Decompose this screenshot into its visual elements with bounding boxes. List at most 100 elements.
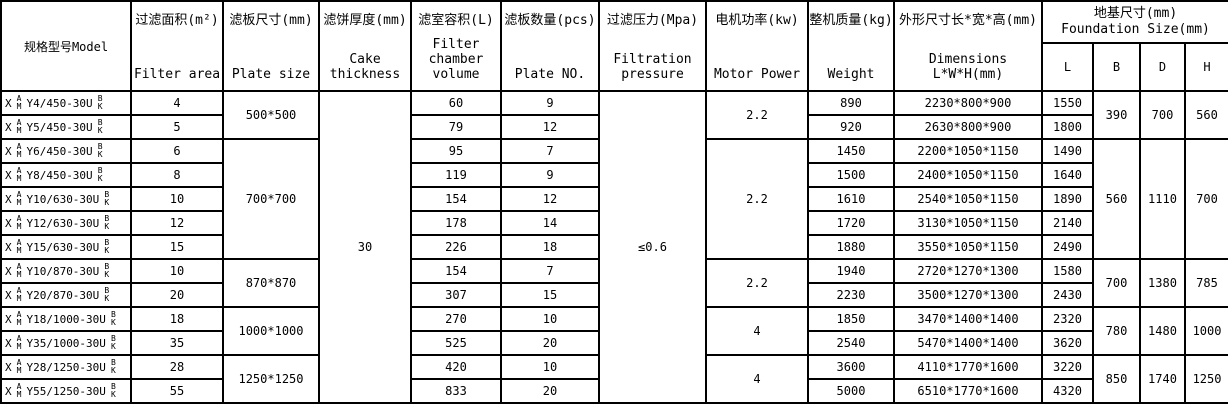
foundation-h-cell: 1000 — [1183, 306, 1228, 356]
header-weight-en: Weight — [827, 67, 875, 83]
header-foundation-zh: 地基尺寸(mm) — [1093, 5, 1178, 21]
model-cell: X A M Y28/1250-30U B K — [0, 354, 132, 380]
plate-no-cell: 7 — [500, 258, 600, 284]
table-row: X A M Y12/630-30U B K 12 178 14 1720 3130*1050*115… — [0, 210, 1228, 236]
header-volume-zh: 滤室容积(L) — [418, 13, 494, 28]
plate-no-cell: 20 — [500, 330, 600, 356]
table-row: X A M Y55/1250-30U B K 55 833 20 5000 6510*1770*16… — [0, 378, 1228, 404]
motor-power-cell: 2.2 — [705, 138, 809, 260]
foundation-l-cell: 4320 — [1041, 378, 1094, 404]
chamber-volume-cell: 79 — [410, 114, 502, 140]
foundation-l-cell: 2490 — [1041, 234, 1094, 260]
weight-cell: 2540 — [807, 330, 895, 356]
model-cell: X A M Y4/450-30U B K — [0, 90, 132, 116]
pressure-cell: ≤0.6 — [598, 90, 707, 404]
motor-power-cell: 4 — [705, 354, 809, 404]
table-row: X A M Y10/870-30U B K 10 870*870 154 7 2.2 1940 2720… — [0, 258, 1228, 308]
model-cell: X A M Y55/1250-30U B K — [0, 378, 132, 404]
model-name: Y28/1250-30U — [26, 360, 106, 374]
foundation-b-cell: 850 — [1092, 354, 1141, 404]
motor-power-cell: 2.2 — [705, 90, 809, 140]
dimensions-cell: 4110*1770*1600 — [893, 354, 1043, 380]
plate-no-cell: 10 — [500, 306, 600, 332]
header-cake-en: Cake thickness — [329, 52, 401, 83]
weight-cell: 5000 — [807, 378, 895, 404]
filter-area-cell: 12 — [130, 210, 224, 236]
filter-area-cell: 15 — [130, 234, 224, 260]
model-name: Y10/630-30U — [26, 192, 100, 206]
foundation-d-cell: 1480 — [1139, 306, 1186, 356]
plate-no-cell: 18 — [500, 234, 600, 260]
table-row: X A M Y28/1250-30U B K 28 1250*1250 420 10 4 3600 41… — [0, 354, 1228, 404]
dimensions-cell: 5470*1400*1400 — [893, 330, 1043, 356]
weight-cell: 1450 — [807, 138, 895, 164]
plate-no-cell: 9 — [500, 162, 600, 188]
plate-size-cell: 500*500 — [222, 90, 320, 140]
table-row: X A M Y35/1000-30U B K 35 525 20 2540 5470*1400*14… — [0, 330, 1228, 356]
header-motor-power: 电机功率(kw) Motor Power — [705, 0, 809, 92]
header-foundation-l: L — [1041, 41, 1094, 93]
plate-size-cell: 1250*1250 — [222, 354, 320, 404]
plate-no-cell: 14 — [500, 210, 600, 236]
plate-size-cell: 870*870 — [222, 258, 320, 308]
chamber-volume-cell: 525 — [410, 330, 502, 356]
header-model-label: 规格型号Model — [23, 39, 109, 54]
plate-no-cell: 20 — [500, 378, 600, 404]
header-dimensions-zh: 外形尺寸长*宽*高(mm) — [899, 13, 1037, 28]
filter-area-cell: 18 — [130, 306, 224, 332]
chamber-volume-cell: 307 — [410, 282, 502, 308]
foundation-d-cell: 1380 — [1139, 258, 1186, 308]
foundation-h-cell: 1250 — [1183, 354, 1228, 404]
header-pressure-zh: 过滤压力(Mpa) — [606, 13, 699, 28]
weight-cell: 3600 — [807, 354, 895, 380]
filter-area-cell: 6 — [130, 138, 224, 164]
header-plate-no-en: Plate NO. — [514, 67, 586, 83]
table-row: X A M Y18/1000-30U B K 18 1000*1000 270 10 4 1850 34… — [0, 306, 1228, 356]
model-name: Y20/870-30U — [26, 288, 100, 302]
dimensions-cell: 3130*1050*1150 — [893, 210, 1043, 236]
table-row: X A M Y20/870-30U B K 20 307 15 2230 3500*1270*130… — [0, 282, 1228, 308]
header-foundation-b: B — [1092, 41, 1141, 93]
model-name: Y35/1000-30U — [26, 336, 106, 350]
plate-no-cell: 10 — [500, 354, 600, 380]
header-cake-zh: 滤饼厚度(mm) — [323, 13, 407, 28]
motor-power-cell: 2.2 — [705, 258, 809, 308]
header-plate-size-zh: 滤板尺寸(mm) — [229, 13, 313, 28]
header-foundation-h: H — [1183, 41, 1228, 93]
model-cell: X A M Y6/450-30U B K — [0, 138, 132, 164]
dimensions-cell: 3470*1400*1400 — [893, 306, 1043, 332]
model-cell: X A M Y35/1000-30U B K — [0, 330, 132, 356]
dimensions-cell: 3500*1270*1300 — [893, 282, 1043, 308]
header-foundation: 地基尺寸(mm) Foundation Size(mm) — [1040, 0, 1228, 44]
header-cake-thickness: 滤饼厚度(mm) Cake thickness — [318, 0, 412, 92]
header-plate-size-en: Plate size — [231, 67, 311, 83]
weight-cell: 1500 — [807, 162, 895, 188]
filter-area-cell: 20 — [130, 282, 224, 308]
plate-no-cell: 9 — [500, 90, 600, 116]
foundation-l-cell: 3620 — [1041, 330, 1094, 356]
model-name: Y18/1000-30U — [26, 312, 106, 326]
plate-no-cell: 12 — [500, 186, 600, 212]
header-foundation-en: Foundation Size(mm) — [1061, 21, 1210, 37]
model-cell: X A M Y8/450-30U B K — [0, 162, 132, 188]
foundation-l-cell: 1580 — [1041, 258, 1094, 284]
foundation-l-cell: 2140 — [1041, 210, 1094, 236]
foundation-d-cell: 1740 — [1139, 354, 1186, 404]
header-volume-en: Filter chamber volume — [428, 37, 484, 83]
plate-no-cell: 15 — [500, 282, 600, 308]
weight-cell: 1880 — [807, 234, 895, 260]
header-weight-zh: 整机质量(kg) — [809, 13, 893, 28]
cake-thickness-cell: 30 — [318, 90, 412, 404]
model-cell: X A M Y12/630-30U B K — [0, 210, 132, 236]
